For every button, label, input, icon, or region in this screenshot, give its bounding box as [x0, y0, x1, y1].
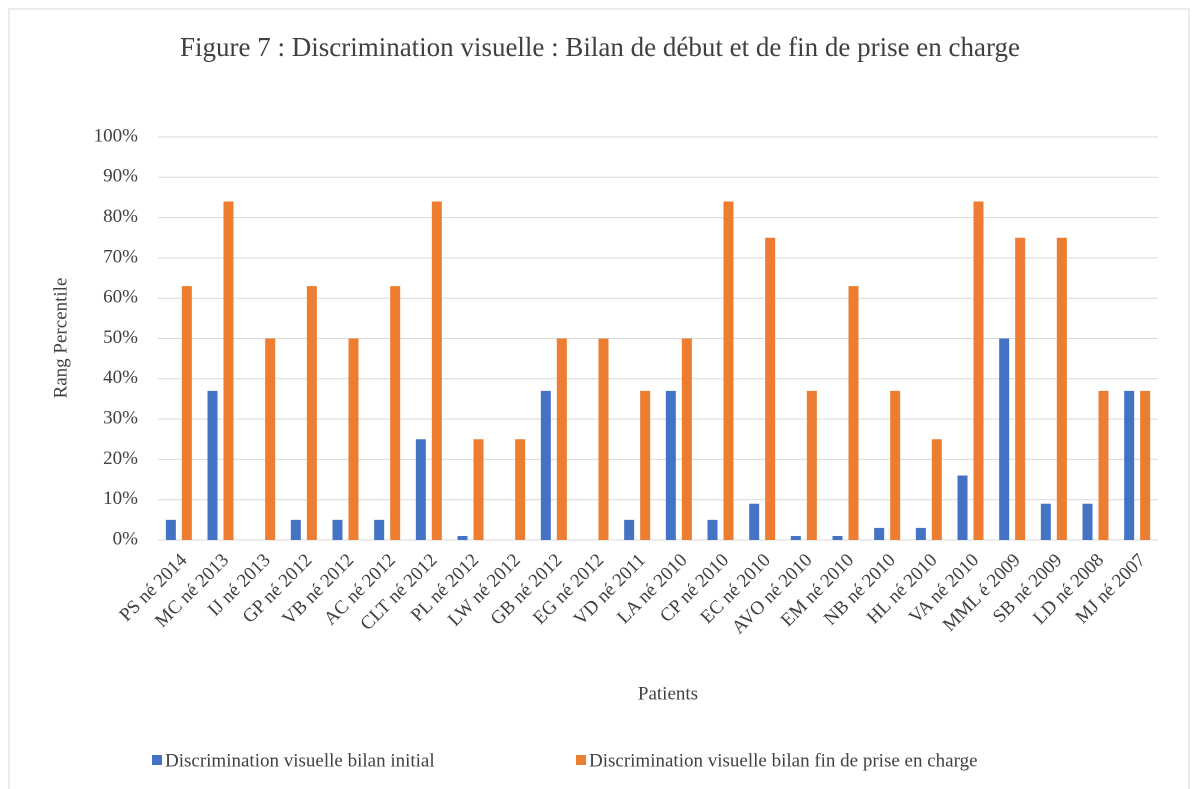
bar — [624, 519, 635, 540]
bar — [306, 286, 317, 540]
bar — [374, 519, 385, 540]
bar — [165, 519, 176, 540]
bar — [1082, 503, 1093, 540]
bar — [332, 519, 343, 540]
y-tick-label: 40% — [103, 367, 138, 388]
bar — [1098, 390, 1109, 540]
bar — [181, 286, 192, 540]
bar — [999, 338, 1010, 540]
y-axis-label: Rang Percentile — [50, 278, 71, 399]
y-tick-label: 100% — [94, 125, 139, 146]
bar — [957, 475, 968, 540]
bar — [265, 338, 276, 540]
y-tick-label: 50% — [103, 327, 138, 348]
bar — [390, 286, 401, 540]
y-tick-label: 30% — [103, 407, 138, 428]
legend-label: Discrimination visuelle bilan initial — [165, 750, 435, 771]
bar — [931, 439, 942, 540]
bar — [515, 439, 526, 540]
bar — [806, 390, 817, 540]
bar — [874, 527, 885, 540]
bar — [848, 286, 859, 540]
y-tick-label: 70% — [103, 246, 138, 267]
bar — [1040, 503, 1051, 540]
bar — [290, 519, 301, 540]
y-tick-label: 80% — [103, 206, 138, 227]
bar — [790, 535, 801, 540]
bar — [915, 527, 926, 540]
legend-swatch — [576, 755, 586, 765]
y-tick-label: 60% — [103, 287, 138, 308]
bar — [973, 201, 984, 541]
x-axis-label: Patients — [638, 683, 698, 704]
bar — [223, 201, 234, 541]
bar — [348, 338, 359, 540]
bar — [707, 519, 718, 540]
bar — [749, 503, 760, 540]
y-tick-label: 10% — [103, 488, 138, 509]
legend-swatch — [152, 755, 162, 765]
bar — [765, 237, 776, 540]
bar — [1124, 390, 1135, 540]
bar — [1140, 390, 1151, 540]
bar — [1015, 237, 1026, 540]
bar — [640, 390, 651, 540]
bar — [415, 439, 426, 540]
legend-label: Discrimination visuelle bilan fin de pri… — [589, 750, 978, 771]
bar — [431, 201, 442, 541]
chart-border — [8, 8, 1190, 789]
bar — [556, 338, 567, 540]
bar — [473, 439, 484, 540]
y-tick-label: 0% — [113, 528, 139, 549]
bar — [681, 338, 692, 540]
y-tick-label: 20% — [103, 448, 138, 469]
chart-title: Figure 7 : Discrimination visuelle : Bil… — [179, 32, 1021, 62]
bar — [832, 535, 843, 540]
bar — [1056, 237, 1067, 540]
bar — [598, 338, 609, 540]
bar — [207, 390, 218, 540]
bar — [723, 201, 734, 541]
bar — [540, 390, 551, 540]
bar — [665, 390, 676, 540]
bar — [457, 535, 468, 540]
bar — [890, 390, 901, 540]
y-tick-label: 90% — [103, 166, 138, 187]
